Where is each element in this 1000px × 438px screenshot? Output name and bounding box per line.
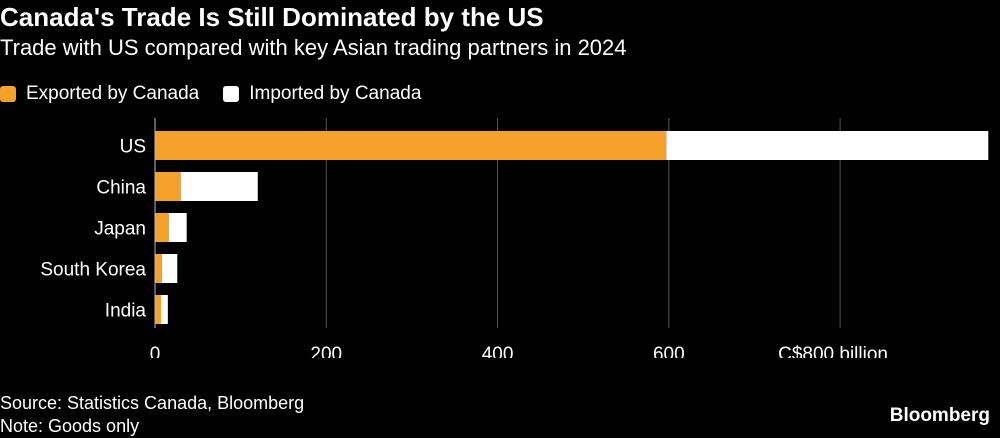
bar-chart: US China Japan South Korea India 0 200 400 600 C$… xyxy=(40,118,989,358)
category-label-india: India xyxy=(105,301,147,322)
legend-swatch-exported xyxy=(0,86,16,102)
x-tick-label-3: 600 xyxy=(653,344,685,358)
category-label-south-korea: South Korea xyxy=(40,260,146,281)
bar-south-korea-imported xyxy=(161,254,178,283)
x-tick-label-4: C$800 billion xyxy=(778,344,888,358)
legend: Exported by Canada Imported by Canada xyxy=(0,80,445,108)
bar-japan-imported xyxy=(168,213,187,242)
footnote: Note: Goods only xyxy=(0,416,140,436)
chart-subtitle: Trade with US compared with key Asian tr… xyxy=(0,35,627,60)
source-note: Source: Statistics Canada, Bloomberg xyxy=(0,393,305,413)
bar-japan-exported xyxy=(155,213,169,242)
bar-china-exported xyxy=(155,172,181,201)
bloomberg-logo: Bloomberg xyxy=(889,405,990,426)
bar-china-imported xyxy=(180,172,258,201)
legend-label-imported: Imported by Canada xyxy=(249,83,422,104)
legend-item-exported: Exported by Canada xyxy=(0,83,199,105)
bar-india-imported xyxy=(160,295,168,324)
chart-title: Canada's Trade Is Still Dominated by the… xyxy=(0,2,544,32)
bar-us-imported xyxy=(666,131,989,160)
bar-us-exported xyxy=(155,131,667,160)
category-label-us: US xyxy=(120,137,146,158)
category-label-japan: Japan xyxy=(94,219,146,240)
category-label-china: China xyxy=(96,178,146,199)
x-tick-label-1: 200 xyxy=(310,344,342,358)
legend-label-exported: Exported by Canada xyxy=(26,83,200,104)
x-tick-label-0: 0 xyxy=(150,344,161,358)
legend-swatch-imported xyxy=(223,86,240,102)
bar-india-exported xyxy=(155,295,161,324)
x-tick-label-2: 400 xyxy=(482,344,514,358)
legend-item-imported: Imported by Canada xyxy=(223,83,421,105)
bar-south-korea-exported xyxy=(155,254,162,283)
